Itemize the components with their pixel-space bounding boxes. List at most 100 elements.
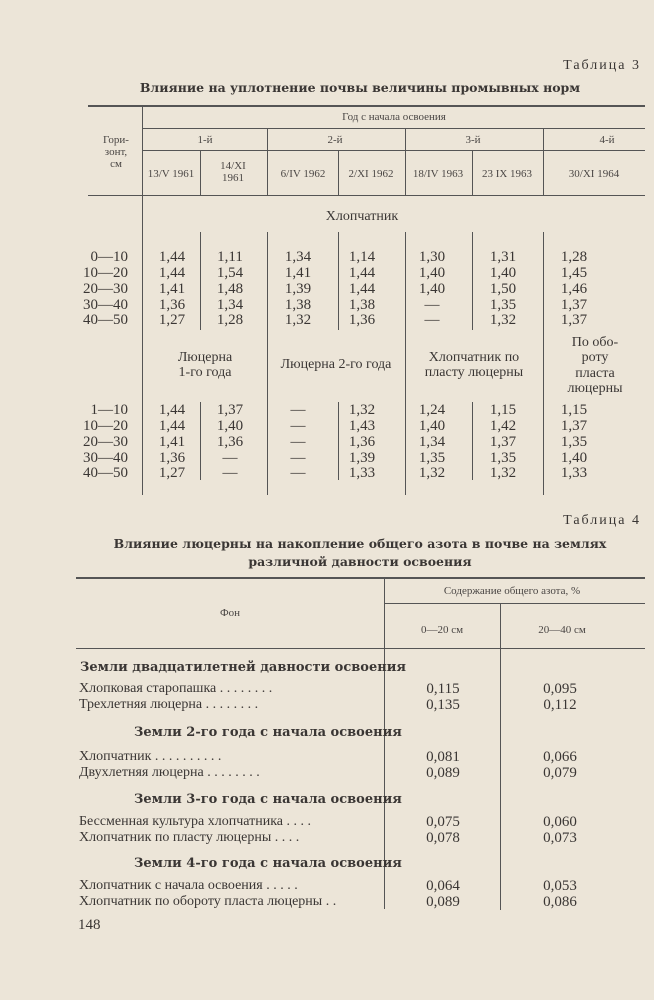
- density-cell: 1,32: [284, 312, 312, 328]
- density-cell: 1,40: [489, 265, 517, 281]
- column-divider: [384, 579, 385, 909]
- density-cell: 1,28: [560, 249, 588, 265]
- value-20-40: 0,060: [543, 814, 577, 830]
- value-0-20: 0,115: [426, 681, 460, 697]
- density-cell: 1,41: [158, 281, 186, 297]
- alfalfa-rotation-label: По обо- роту пласта люцерны: [567, 335, 623, 397]
- density-cell: —: [290, 450, 306, 466]
- value-0-20: 0,064: [426, 878, 460, 894]
- density-cell: 1,30: [418, 249, 446, 265]
- rule-line: [384, 603, 645, 604]
- horizon-cell: 0—10: [90, 249, 129, 265]
- group-title: Земли 3-го года с начала освоения: [134, 792, 402, 807]
- cotton-on-alfalfa-label: Хлопчатник по пласту люцерны: [424, 350, 524, 381]
- column-divider: [472, 150, 473, 195]
- row-label: Двухлетняя люцерна . . . . . . . .: [79, 765, 260, 780]
- horizon-cell: 40—50: [83, 465, 128, 481]
- density-cell: 1,44: [348, 281, 376, 297]
- row-label: Бессменная культура хлопчатника . . . .: [79, 814, 311, 829]
- density-cell: 1,40: [418, 281, 446, 297]
- value-0-20: 0,089: [426, 765, 460, 781]
- year-header: Год с начала освоения: [342, 111, 446, 123]
- rule-line: [76, 648, 645, 649]
- density-cell: 1,37: [560, 312, 588, 328]
- column-divider: [200, 150, 201, 195]
- density-cell: 1,14: [348, 249, 376, 265]
- horizon-cell: 20—30: [83, 281, 128, 297]
- horizon-cell: 10—20: [83, 418, 128, 434]
- density-cell: —: [222, 465, 238, 481]
- horizon-cell: 10—20: [83, 265, 128, 281]
- value-20-40: 0,053: [543, 878, 577, 894]
- value-20-40: 0,073: [543, 830, 577, 846]
- density-cell: 1,50: [489, 281, 517, 297]
- column-divider: [142, 107, 143, 495]
- density-cell: 1,27: [158, 465, 186, 481]
- rule-line: [142, 128, 645, 129]
- table-4-title-line2: различной давности освоения: [248, 554, 472, 569]
- date-header: 30/XI 1964: [568, 168, 620, 180]
- column-divider: [472, 232, 473, 330]
- depth-0-20-header: 0—20 см: [420, 624, 464, 636]
- density-cell: 1,34: [418, 434, 446, 450]
- density-cell: 1,42: [489, 418, 517, 434]
- rule-line: [76, 577, 645, 579]
- density-cell: 1,33: [348, 465, 376, 481]
- density-cell: 1,37: [560, 418, 588, 434]
- rule-line: [88, 105, 645, 107]
- table-4-caption: Таблица 4: [563, 513, 641, 528]
- density-cell: 1,43: [348, 418, 376, 434]
- row-label: Хлопчатник с начала освоения . . . . .: [79, 878, 298, 893]
- row-label: Хлопчатник по пласту люцерны . . . .: [79, 830, 300, 845]
- depth-20-40-header: 20—40 см: [538, 624, 586, 636]
- density-cell: 1,44: [158, 418, 186, 434]
- column-divider: [405, 330, 406, 495]
- density-cell: 1,15: [489, 402, 517, 418]
- density-cell: 1,46: [560, 281, 588, 297]
- year-4-header: 4-й: [599, 134, 615, 146]
- density-cell: 1,11: [217, 249, 243, 265]
- table-3-caption: Таблица 3: [563, 58, 641, 73]
- column-divider: [405, 128, 406, 195]
- column-divider: [543, 232, 544, 330]
- density-cell: 1,31: [489, 249, 517, 265]
- density-cell: 1,37: [560, 297, 588, 313]
- section-cotton-label: Хлопчатник: [325, 209, 399, 224]
- date-header: 14/XI 1961: [220, 160, 246, 185]
- column-divider: [267, 330, 268, 495]
- density-cell: 1,38: [284, 297, 312, 313]
- density-cell: 1,36: [216, 434, 244, 450]
- density-cell: 1,37: [216, 402, 244, 418]
- density-cell: 1,44: [158, 249, 186, 265]
- density-cell: 1,39: [284, 281, 312, 297]
- density-cell: 1,40: [560, 450, 588, 466]
- column-divider: [200, 232, 201, 330]
- horizon-cell: 30—40: [83, 297, 128, 313]
- alfalfa-1st-year-label: Люцерна 1-го года: [177, 350, 233, 381]
- density-cell: 1,48: [216, 281, 244, 297]
- density-cell: —: [424, 312, 440, 328]
- column-divider: [267, 128, 268, 195]
- group-title: Земли двадцатилетней давности освоения: [80, 660, 406, 675]
- density-cell: 1,34: [284, 249, 312, 265]
- alfalfa-2nd-year-label: Люцерна 2-го года: [280, 357, 392, 372]
- density-cell: 1,40: [418, 265, 446, 281]
- nitrogen-content-header: Содержание общего азота, %: [443, 585, 581, 597]
- density-cell: 1,35: [489, 450, 517, 466]
- column-divider: [338, 150, 339, 195]
- density-cell: 1,35: [489, 297, 517, 313]
- density-cell: —: [290, 418, 306, 434]
- value-20-40: 0,095: [543, 681, 577, 697]
- density-cell: 1,44: [158, 265, 186, 281]
- density-cell: 1,38: [348, 297, 376, 313]
- density-cell: 1,36: [158, 297, 186, 313]
- column-divider: [543, 128, 544, 195]
- date-header: 2/XI 1962: [348, 168, 394, 180]
- density-cell: 1,36: [348, 434, 376, 450]
- value-0-20: 0,075: [426, 814, 460, 830]
- date-header: 13/V 1961: [147, 168, 195, 180]
- column-divider: [500, 603, 501, 910]
- rule-line: [142, 150, 645, 151]
- density-cell: 1,41: [284, 265, 312, 281]
- table-4-title-line1: Влияние люцерны на накопление общего азо…: [113, 536, 607, 551]
